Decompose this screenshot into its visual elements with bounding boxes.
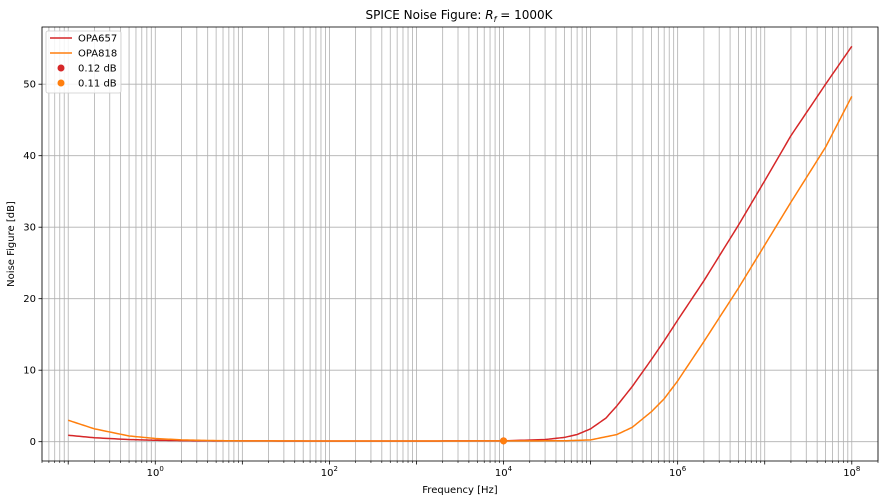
x-tick-label: 102 xyxy=(321,465,338,479)
legend-label: 0.11 dB xyxy=(78,79,117,90)
series-line-opa818 xyxy=(67,96,853,442)
y-tick-label: 50 xyxy=(23,80,36,91)
x-tick-label: 104 xyxy=(495,465,513,479)
chart-title: SPICE Noise Figure: Rf = 1000K xyxy=(365,8,553,24)
y-tick-label: 0 xyxy=(30,437,36,448)
series-markers xyxy=(500,437,508,445)
legend-marker-2 xyxy=(57,79,65,87)
y-axis-ticks: 0 10 20 30 40 50 xyxy=(23,80,42,448)
x-tick-label: 100 xyxy=(147,465,164,479)
series-lines xyxy=(67,45,853,442)
x-axis-ticks: 100 102 104 106 108 xyxy=(41,461,879,479)
y-tick-label: 10 xyxy=(23,366,36,377)
legend-label: OPA657 xyxy=(78,34,117,45)
x-axis-label: Frequency [Hz] xyxy=(422,485,498,496)
legend-label: 0.12 dB xyxy=(78,64,117,75)
y-axis-label: Noise Figure [dB] xyxy=(6,201,17,287)
marker-point-2 xyxy=(500,437,508,445)
x-tick-label: 106 xyxy=(669,465,687,479)
x-tick-label: 108 xyxy=(843,465,860,479)
plot-background xyxy=(42,27,878,461)
legend-marker-1 xyxy=(57,64,65,72)
plot-frame xyxy=(41,26,879,462)
legend-label: OPA818 xyxy=(78,49,117,60)
legend: OPA657 OPA818 0.12 dB 0.11 dB xyxy=(45,30,122,94)
legend-box xyxy=(45,30,122,94)
y-tick-label: 20 xyxy=(23,294,36,305)
y-tick-label: 40 xyxy=(23,151,36,162)
y-tick-label: 30 xyxy=(23,223,36,234)
plot-area: 100 102 104 106 108 0 10 20 30 40 50 xyxy=(23,26,879,479)
minor-gridlines xyxy=(41,27,879,461)
major-gridlines xyxy=(42,27,878,461)
